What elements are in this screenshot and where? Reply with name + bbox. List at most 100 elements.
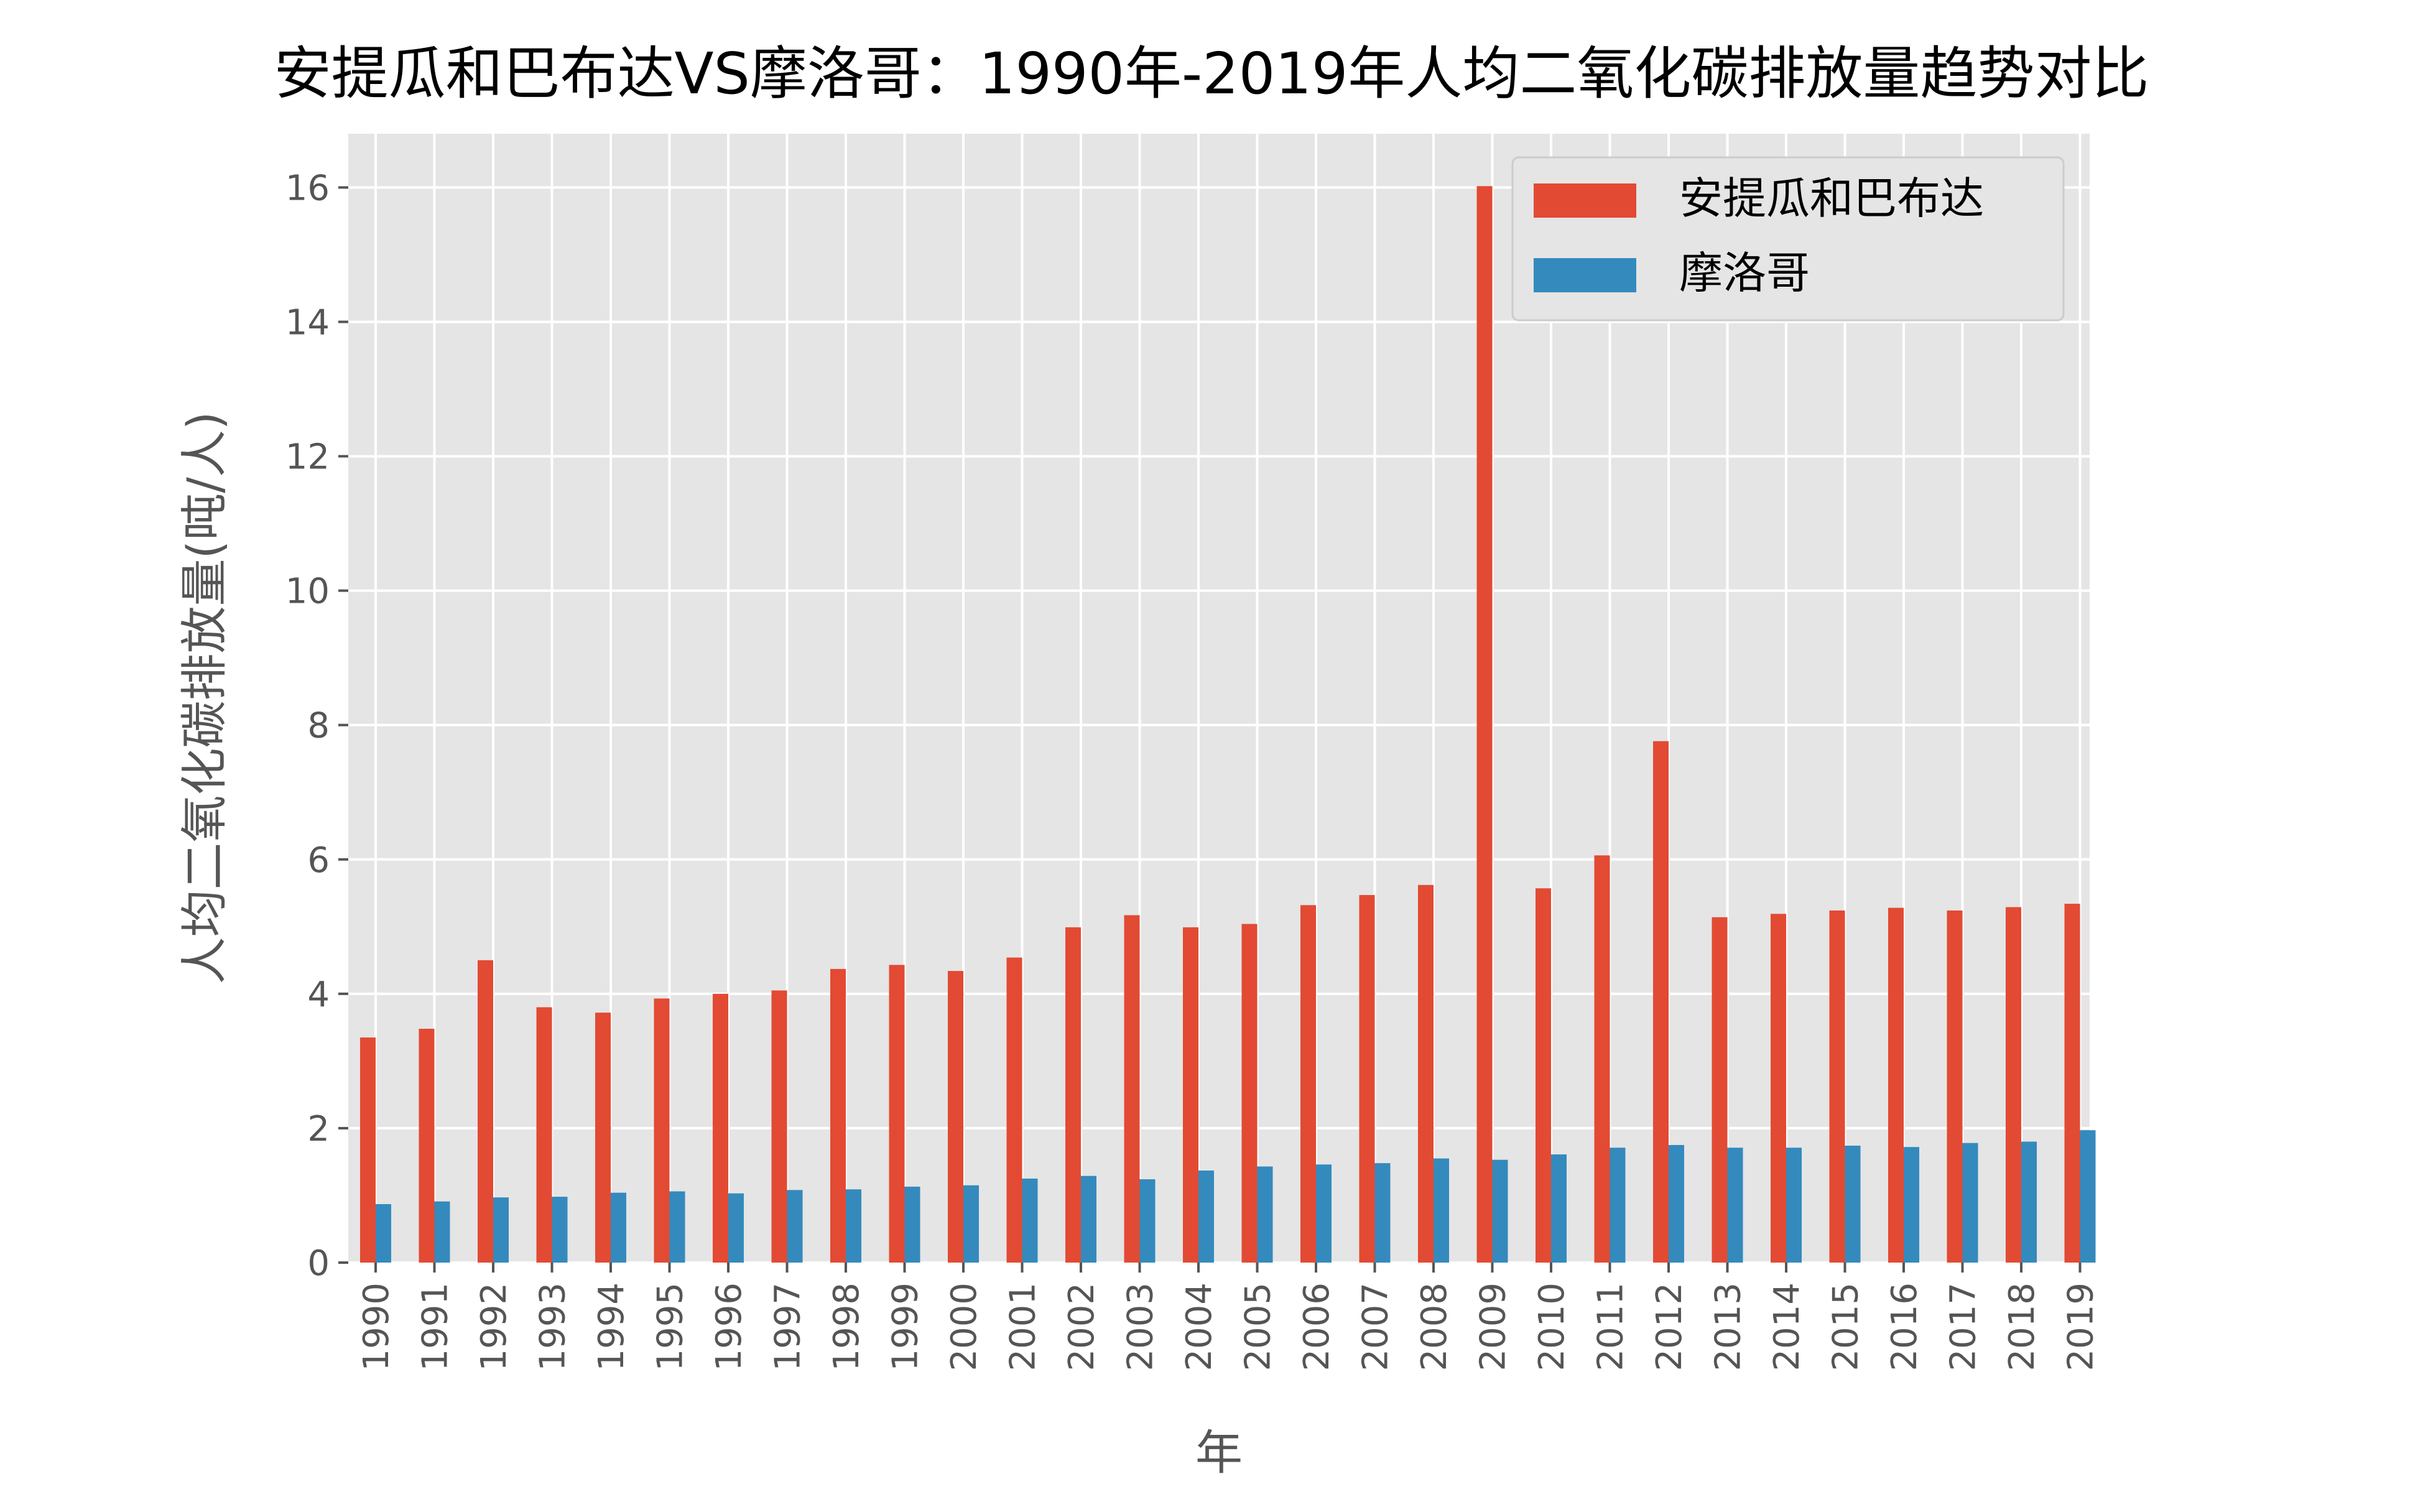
bar-series-2 xyxy=(2021,1141,2037,1263)
bar-series-1 xyxy=(1476,186,1493,1263)
bar-series-2 xyxy=(1374,1163,1391,1263)
y-tick-label: 16 xyxy=(285,168,330,208)
x-tick-label: 2016 xyxy=(1884,1282,1925,1371)
bar-series-2 xyxy=(434,1201,450,1263)
chart-title: 安提瓜和巴布达VS摩洛哥：1990年-2019年人均二氧化碳排放量趋势对比 xyxy=(274,40,2149,107)
bar-series-2 xyxy=(2080,1130,2096,1263)
y-tick-label: 14 xyxy=(285,303,330,343)
bar-series-1 xyxy=(948,971,963,1263)
bar-series-1 xyxy=(830,968,846,1263)
bar-series-2 xyxy=(904,1186,920,1263)
legend-swatch xyxy=(1534,258,1636,292)
bar-series-1 xyxy=(1594,855,1610,1263)
x-tick-label: 2010 xyxy=(1532,1282,1572,1371)
x-tick-label: 2002 xyxy=(1062,1282,1102,1371)
x-tick-label: 2001 xyxy=(1003,1282,1044,1371)
x-tick-label: 2000 xyxy=(944,1282,984,1371)
y-axis-ticks: 0 2 4 6 8 10 12 14 16 xyxy=(285,168,348,1284)
bar-series-1 xyxy=(1359,895,1375,1263)
bar-series-1 xyxy=(536,1007,552,1263)
x-tick-label: 1997 xyxy=(768,1282,808,1371)
bar-series-1 xyxy=(1947,910,1963,1263)
legend-label: 摩洛哥 xyxy=(1679,248,1810,299)
bar-series-2 xyxy=(1727,1148,1743,1263)
x-tick-label: 2013 xyxy=(1708,1282,1749,1371)
bar-series-2 xyxy=(1081,1176,1096,1263)
bar-series-1 xyxy=(771,990,787,1263)
x-tick-label: 2009 xyxy=(1473,1282,1514,1371)
bar-series-group xyxy=(360,186,2096,1263)
bar-series-2 xyxy=(1139,1179,1156,1263)
x-tick-label: 1993 xyxy=(533,1282,573,1371)
bar-series-1 xyxy=(1888,907,1904,1263)
x-tick-label: 2011 xyxy=(1591,1282,1631,1371)
x-tick-label: 2014 xyxy=(1767,1282,1807,1371)
bar-series-1 xyxy=(2006,907,2021,1263)
x-tick-label: 2003 xyxy=(1121,1282,1161,1371)
bar-series-2 xyxy=(1610,1148,1626,1263)
x-tick-label: 2018 xyxy=(2002,1282,2042,1371)
bar-series-2 xyxy=(1492,1159,1508,1263)
bar-series-2 xyxy=(728,1193,744,1263)
bar-series-2 xyxy=(1257,1166,1273,1263)
bar-series-1 xyxy=(1418,884,1434,1263)
legend-swatch xyxy=(1534,183,1636,218)
bar-series-1 xyxy=(713,993,728,1263)
bar-series-1 xyxy=(1241,924,1258,1263)
y-tick-label: 0 xyxy=(307,1243,330,1284)
x-tick-label: 1996 xyxy=(709,1282,749,1371)
bar-series-1 xyxy=(1124,915,1140,1263)
x-tick-label: 1992 xyxy=(474,1282,514,1371)
x-tick-label: 2008 xyxy=(1414,1282,1455,1371)
y-tick-label: 10 xyxy=(285,572,330,612)
bar-series-2 xyxy=(376,1204,391,1263)
legend-box xyxy=(1511,156,2065,322)
bar-series-2 xyxy=(787,1190,803,1263)
legend-label: 安提瓜和巴布达 xyxy=(1679,173,1984,224)
y-axis-label: 人均二氧化碳排放量(吨/人) xyxy=(177,412,232,985)
bar-series-2 xyxy=(846,1189,861,1263)
y-tick-label: 2 xyxy=(307,1109,330,1149)
x-tick-label: 1995 xyxy=(651,1282,691,1371)
x-tick-label: 2005 xyxy=(1238,1282,1279,1371)
bar-series-2 xyxy=(1551,1154,1567,1263)
bar-series-2 xyxy=(1962,1143,1978,1263)
bar-series-1 xyxy=(654,998,670,1263)
bar-series-1 xyxy=(2064,904,2080,1263)
bar-series-2 xyxy=(1786,1148,1802,1263)
y-tick-label: 4 xyxy=(307,975,330,1015)
bar-series-2 xyxy=(552,1197,568,1263)
y-tick-label: 6 xyxy=(307,840,330,881)
x-tick-label: 1999 xyxy=(886,1282,926,1371)
bar-series-1 xyxy=(1183,927,1198,1263)
x-tick-label: 1994 xyxy=(591,1282,632,1371)
bar-series-2 xyxy=(1904,1147,1919,1263)
x-tick-label: 2004 xyxy=(1179,1282,1220,1371)
x-tick-label: 1990 xyxy=(356,1282,397,1371)
bar-series-2 xyxy=(963,1185,979,1263)
bar-series-1 xyxy=(1829,910,1845,1263)
bar-series-1 xyxy=(1300,905,1316,1263)
bar-series-1 xyxy=(419,1029,435,1263)
x-tick-label: 2007 xyxy=(1356,1282,1396,1371)
bar-series-1 xyxy=(595,1013,611,1263)
bar-series-2 xyxy=(1316,1164,1332,1263)
bar-series-1 xyxy=(478,960,493,1263)
bar-series-2 xyxy=(1434,1158,1449,1263)
x-axis-ticks: 1990 1991 1992 1993 1994 1995 1996 1997 1998 1999… xyxy=(356,1263,2101,1371)
bar-series-1 xyxy=(1712,917,1728,1263)
bar-series-2 xyxy=(1022,1178,1038,1263)
y-tick-label: 12 xyxy=(285,437,330,478)
bar-series-1 xyxy=(889,965,905,1263)
bar-series-2 xyxy=(1845,1146,1861,1263)
bar-series-1 xyxy=(360,1037,376,1263)
x-tick-label: 2012 xyxy=(1649,1282,1690,1371)
bar-series-2 xyxy=(669,1191,685,1263)
x-tick-label: 1998 xyxy=(827,1282,867,1371)
bar-series-2 xyxy=(611,1192,626,1263)
bar-series-2 xyxy=(1198,1170,1214,1263)
bar-series-1 xyxy=(1006,957,1022,1263)
x-tick-label: 2017 xyxy=(1943,1282,1984,1371)
